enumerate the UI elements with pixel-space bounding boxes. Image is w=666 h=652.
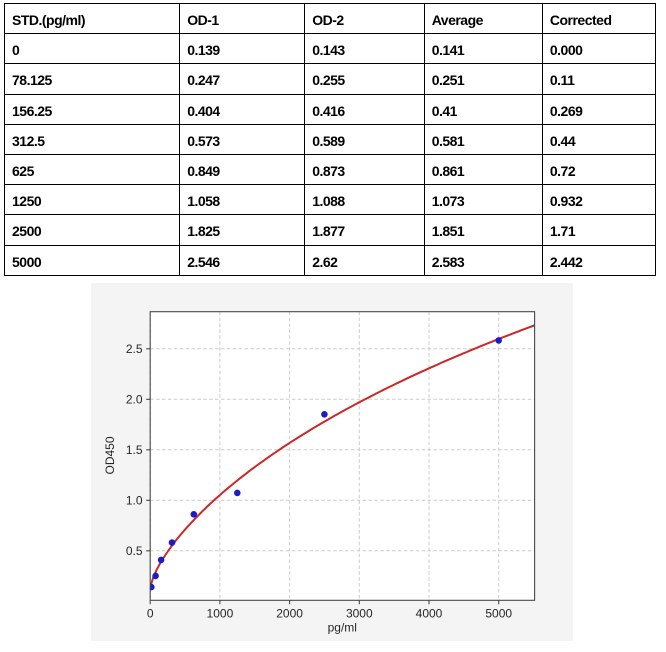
svg-text:2.5: 2.5 — [125, 342, 142, 356]
svg-text:2.0: 2.0 — [125, 393, 142, 407]
svg-text:0: 0 — [146, 607, 153, 621]
svg-text:4000: 4000 — [415, 607, 442, 621]
svg-text:OD450: OD450 — [103, 436, 117, 474]
svg-text:2000: 2000 — [276, 607, 303, 621]
svg-text:pg/ml: pg/ml — [327, 621, 356, 635]
svg-text:3000: 3000 — [345, 607, 372, 621]
svg-text:0.5: 0.5 — [125, 544, 142, 558]
svg-text:1.5: 1.5 — [125, 443, 142, 457]
svg-text:1.0: 1.0 — [125, 494, 142, 508]
svg-text:1000: 1000 — [206, 607, 233, 621]
svg-text:5000: 5000 — [485, 607, 512, 621]
